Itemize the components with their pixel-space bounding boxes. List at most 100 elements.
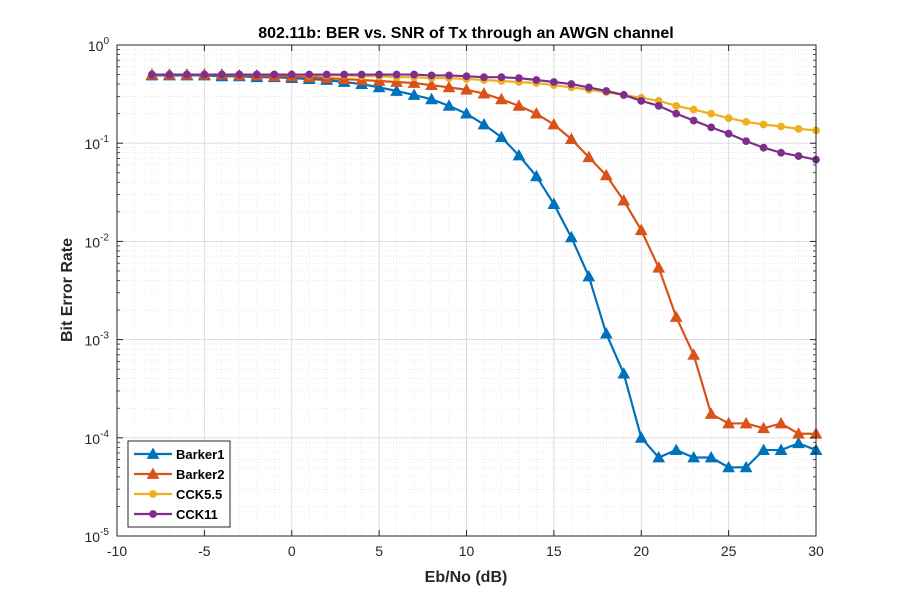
data-point [584, 83, 593, 92]
data-point [462, 72, 471, 81]
data-point [512, 99, 526, 111]
data-point [722, 416, 735, 429]
data-point [672, 109, 681, 118]
data-point [687, 450, 701, 463]
legend-label: Barker1 [176, 447, 224, 462]
data-point [724, 114, 733, 123]
data-point [532, 76, 541, 84]
data-point [707, 109, 716, 118]
y-tick-base: 10 [85, 333, 101, 349]
x-tick-label: -5 [198, 543, 211, 559]
data-point [792, 436, 805, 449]
y-tick-label: 10-1 [85, 134, 110, 152]
y-tick-exponent: -4 [100, 429, 109, 440]
data-point [495, 92, 508, 105]
data-point [669, 443, 683, 455]
legend-box [127, 440, 231, 528]
data-point [477, 117, 491, 130]
x-tick-label: 25 [721, 543, 737, 559]
minor-grid [117, 45, 816, 536]
data-point [687, 348, 701, 360]
legend: Barker1 Barker2 CCK5.5 CCK11 [127, 440, 231, 528]
legend-item: CCK11 [134, 507, 218, 522]
data-point [460, 107, 473, 119]
data-point [739, 460, 753, 473]
data-point [704, 450, 718, 463]
data-point [704, 407, 718, 419]
data-point [390, 84, 403, 96]
data-point [357, 70, 366, 79]
data-point [183, 70, 191, 79]
data-point [689, 105, 698, 114]
data-point [252, 70, 261, 79]
data-point [774, 443, 788, 455]
data-point [392, 70, 401, 79]
axis-ticks [116, 44, 817, 537]
data-point [200, 70, 209, 79]
data-point [340, 70, 349, 79]
data-point [565, 230, 578, 243]
data-point [739, 416, 753, 429]
data-point [652, 261, 666, 273]
data-point [372, 74, 386, 86]
data-point [497, 73, 506, 82]
data-point [270, 70, 279, 79]
data-point [689, 116, 698, 125]
y-tick-base: 10 [85, 234, 101, 250]
data-point [774, 416, 788, 429]
legend-swatch-marker [146, 467, 160, 479]
data-point [287, 70, 296, 79]
data-point [148, 70, 156, 79]
legend-swatch-marker [149, 490, 157, 498]
x-tick-label: 5 [375, 543, 383, 559]
data-point [634, 431, 648, 443]
data-point [582, 150, 596, 163]
data-point [425, 92, 438, 105]
data-point [599, 168, 613, 181]
data-point [742, 117, 750, 126]
data-point [410, 70, 418, 79]
data-point [617, 367, 631, 379]
legend-label: CCK11 [176, 507, 218, 522]
data-point [722, 460, 735, 473]
data-point [407, 88, 421, 100]
data-point [547, 117, 561, 130]
data-point [652, 450, 666, 463]
y-tick-exponent: -2 [100, 232, 109, 243]
legend-item: Barker1 [134, 447, 224, 462]
series-barker2 [145, 68, 823, 439]
y-tick-base: 10 [85, 431, 101, 447]
data-point [794, 152, 803, 160]
data-point [724, 129, 733, 138]
data-point [460, 83, 473, 95]
data-point [445, 71, 453, 80]
data-point [477, 87, 491, 99]
data-point [707, 123, 716, 132]
data-point [217, 70, 226, 79]
x-tick-label: 15 [546, 543, 562, 559]
data-point [322, 70, 331, 79]
data-point [619, 91, 628, 99]
x-tick-label: 0 [288, 543, 296, 559]
data-point [495, 130, 508, 143]
data-point [530, 169, 543, 182]
data-point [757, 421, 770, 434]
data-point [442, 80, 456, 93]
data-point [425, 78, 438, 91]
data-point [637, 96, 646, 105]
x-axis-title: Eb/No (dB) [425, 569, 508, 586]
data-point [777, 122, 785, 131]
data-point [515, 74, 523, 83]
y-tick-exponent: -3 [100, 331, 109, 342]
legend-swatch-marker [149, 510, 157, 518]
data-point [375, 70, 384, 79]
data-point [305, 70, 314, 79]
legend-swatch-marker [146, 447, 160, 459]
data-point [759, 120, 768, 129]
x-tick-label: -10 [107, 543, 127, 559]
legend-item: CCK5.5 [134, 487, 222, 502]
legend-label: CCK5.5 [176, 487, 222, 502]
data-point [547, 197, 561, 209]
data-point [777, 148, 785, 157]
